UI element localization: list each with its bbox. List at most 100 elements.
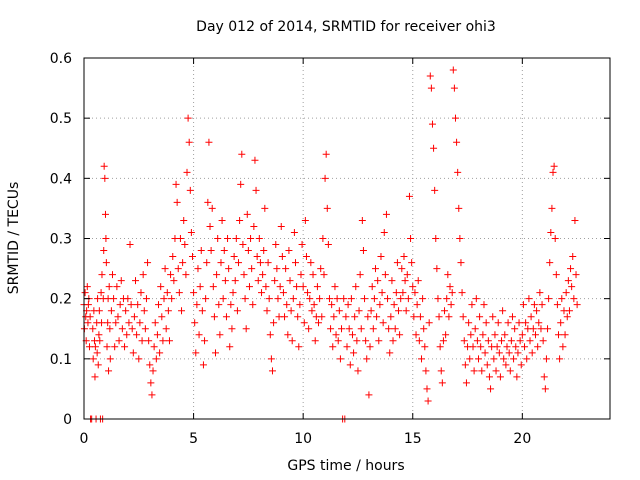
data-point xyxy=(104,319,112,327)
data-point xyxy=(313,283,321,291)
data-point xyxy=(242,325,250,333)
data-point xyxy=(353,337,361,345)
data-point xyxy=(325,295,333,303)
data-point xyxy=(403,271,411,279)
data-point xyxy=(425,319,433,327)
data-point xyxy=(228,325,236,333)
y-tick-label: 0.2 xyxy=(50,292,72,308)
data-point xyxy=(299,283,307,291)
data-point xyxy=(308,307,316,315)
data-point xyxy=(108,271,116,279)
data-point xyxy=(320,271,328,279)
data-point xyxy=(255,235,263,242)
data-point xyxy=(289,295,297,303)
data-point xyxy=(199,361,207,369)
data-point xyxy=(434,295,442,303)
data-point xyxy=(340,295,348,303)
data-point xyxy=(233,307,241,315)
data-point xyxy=(545,295,553,303)
data-point xyxy=(455,204,463,212)
data-point xyxy=(276,283,284,291)
data-point xyxy=(139,271,147,279)
data-point xyxy=(305,325,313,333)
data-point xyxy=(197,247,205,255)
data-point xyxy=(479,331,487,339)
data-point xyxy=(323,204,331,212)
data-point xyxy=(508,313,516,321)
data-point xyxy=(277,222,285,230)
data-point xyxy=(528,349,536,357)
chart-title: Day 012 of 2014, SRMTID for receiver ohi… xyxy=(196,19,496,35)
data-point xyxy=(540,373,548,381)
data-point xyxy=(142,295,150,303)
data-point xyxy=(424,397,432,405)
data-point xyxy=(513,373,521,381)
data-point xyxy=(400,253,408,261)
data-point xyxy=(263,307,271,315)
data-point xyxy=(363,355,371,363)
data-point xyxy=(557,319,565,327)
data-point xyxy=(399,289,407,297)
data-point xyxy=(301,216,309,224)
data-point xyxy=(414,277,422,285)
data-point xyxy=(437,367,445,375)
data-point xyxy=(167,271,175,279)
data-point xyxy=(551,235,559,242)
data-point xyxy=(496,373,504,381)
data-point xyxy=(468,301,476,309)
data-point xyxy=(457,259,465,267)
data-point xyxy=(490,355,498,363)
data-point xyxy=(181,241,189,249)
data-point xyxy=(198,307,206,315)
data-point xyxy=(538,301,546,309)
data-point xyxy=(159,337,167,345)
data-point xyxy=(315,319,323,327)
data-point xyxy=(147,379,155,387)
data-point xyxy=(252,186,260,194)
data-point xyxy=(489,313,497,321)
data-point xyxy=(416,313,424,321)
data-point xyxy=(117,277,125,285)
data-point xyxy=(423,385,431,393)
data-point xyxy=(487,385,495,393)
data-point xyxy=(125,319,133,327)
data-point xyxy=(186,186,194,194)
data-point xyxy=(170,277,178,285)
data-point xyxy=(136,319,144,327)
data-point xyxy=(86,313,94,321)
data-point xyxy=(364,313,372,321)
data-point xyxy=(451,114,459,122)
data-point xyxy=(127,301,135,309)
data-point xyxy=(91,373,99,381)
axis-ticks xyxy=(83,57,610,420)
data-point xyxy=(386,349,394,357)
data-point xyxy=(536,289,544,297)
x-tick-labels: 0 5 10 15 20 xyxy=(80,431,532,447)
data-point xyxy=(145,337,153,345)
data-point xyxy=(293,283,301,291)
data-point xyxy=(194,265,202,273)
data-point xyxy=(207,247,215,255)
data-point xyxy=(297,271,305,279)
data-point xyxy=(385,325,393,333)
data-point xyxy=(214,235,222,242)
data-point xyxy=(169,253,177,261)
data-point xyxy=(395,307,403,315)
data-point xyxy=(359,247,367,255)
data-point xyxy=(274,295,282,303)
data-point xyxy=(114,313,122,321)
data-point xyxy=(347,295,355,303)
data-point xyxy=(107,307,115,315)
data-point xyxy=(564,277,572,285)
data-point xyxy=(213,271,221,279)
data-point xyxy=(95,331,103,339)
data-point xyxy=(254,277,262,285)
data-point xyxy=(281,313,289,321)
data-point xyxy=(300,319,308,327)
data-point xyxy=(83,283,91,291)
data-point xyxy=(476,313,484,321)
data-point xyxy=(491,331,499,339)
data-point xyxy=(206,222,214,230)
data-point xyxy=(279,289,287,297)
data-point xyxy=(573,301,581,309)
